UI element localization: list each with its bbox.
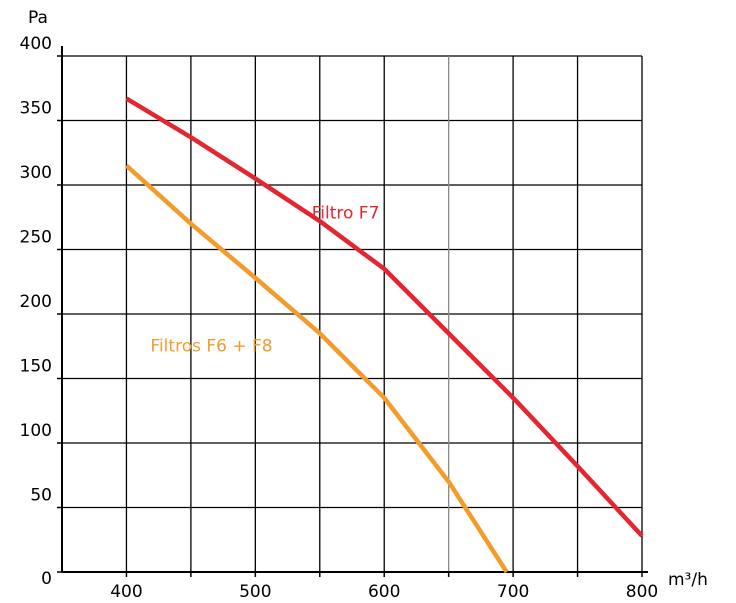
x-tick-label: 400 [110,582,142,602]
series-line [124,163,509,574]
y-tick-label: 150 [20,357,52,377]
series-line [125,96,644,538]
annotation: Filtros F6 + F8 [150,336,272,356]
y-tick-label: 50 [30,486,52,506]
x-tick-label: 500 [239,582,271,602]
y-tick-label: 100 [20,421,52,441]
x-tick-label: 700 [497,582,529,602]
x-tick-label: 800 [626,582,658,602]
x-tick-label: 600 [368,582,400,602]
y-tick-label: 250 [20,228,52,248]
y-tick-label: 0 [41,569,52,589]
y-tick-label: 350 [20,99,52,119]
annotation: Filtro F7 [312,203,380,223]
y-tick-label: 300 [20,163,52,183]
y-tick-label: 200 [20,292,52,312]
x-axis-label: m³/h [668,570,708,590]
y-axis-label: Pa [28,8,48,28]
y-tick-label: 400 [20,34,52,54]
